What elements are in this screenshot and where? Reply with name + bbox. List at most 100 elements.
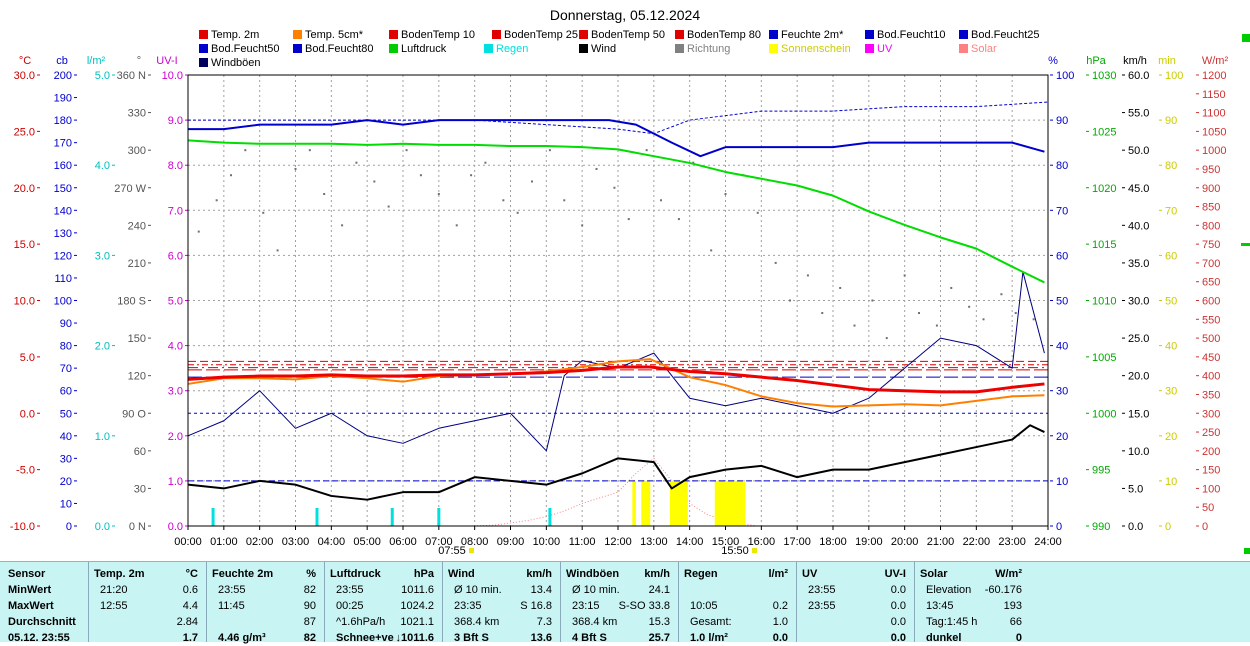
axis-tick-hum: 70 [1056,205,1068,217]
stats-cell: S-SO 33.8 [618,600,670,612]
x-tick-label: 16:00 [748,536,776,548]
legend-label: Richtung [687,43,730,55]
stats-cell: Durchschnitt [8,616,76,628]
axis-tick-uv: 1.0 [168,476,183,488]
axis-tick-sunmin: 10 [1165,476,1177,488]
axis-tick-solar: 0 [1202,521,1208,533]
axis-unit-wind: km/h [1123,55,1147,67]
x-tick-label: 18:00 [819,536,847,548]
right-edge-markers [1241,34,1250,554]
wind-direction-dot [821,312,824,315]
stats-separator [560,562,561,642]
stats-cell: Ø 10 min. [572,584,620,596]
axis-tick-wind: 50.0 [1128,145,1149,157]
rain-bar [315,508,319,526]
wind-direction-dot [373,180,376,183]
axis-tick-cb: 160 [54,160,72,172]
x-tick-label: 24:00 [1034,536,1062,548]
wind-direction-dot [563,199,566,202]
axis-tick-rain: 5.0 [95,70,110,82]
legend-label: Sonnenschein [781,43,851,55]
axis-unit-press: hPa [1086,55,1106,67]
axis-tick-dir: 360 N [117,70,146,82]
axis-tick-uv: 8.0 [168,160,183,172]
axis-tick-cb: 140 [54,205,72,217]
axis-tick-solar: 750 [1202,239,1220,251]
legend-label: Regen [496,43,528,55]
sunshine-bar [669,480,688,526]
wind-direction-dot [595,167,598,170]
rain-bar [211,508,215,526]
wind-direction-dot [405,149,408,152]
axis-tick-cb: 90 [60,318,72,330]
legend-label: Feuchte 2m* [781,29,844,41]
wind-direction-dot [677,218,680,221]
x-tick-label: 06:00 [389,536,417,548]
sunset-marker: 15:50 [721,545,757,557]
legend-label: BodenTemp 10 [401,29,475,41]
stats-cell: 0.6 [182,584,198,596]
axis-tick-solar: 1000 [1202,145,1226,157]
axis-tick-cb: 150 [54,183,72,195]
stats-cell: 13.4 [530,584,552,596]
stats-cell: km/h [644,568,670,580]
wind-direction-dot [853,324,856,327]
stats-cell: 4.46 g/m³ [218,632,266,644]
wind-direction-dot [455,224,458,227]
axis-tick-wind: 25.0 [1128,333,1149,345]
axis-tick-dir: 90 O [122,408,146,420]
axis-tick-temp: 0.0 [20,408,35,420]
axis-tick-cb: 200 [54,70,72,82]
legend-swatch [293,30,302,39]
axis-tick-dir: 270 W [114,183,146,195]
stats-cell: MaxWert [8,600,54,612]
axis-tick-dir: 120 [128,371,146,383]
legend-swatch [389,44,398,53]
axis-tick-rain: 0.0 [95,521,110,533]
axis-tick-cb: 50 [60,408,72,420]
axis-tick-wind: 45.0 [1128,183,1149,195]
stats-cell: 87 [303,616,316,628]
series-temp-2m [187,365,1045,394]
axis-tick-temp: -10.0 [10,521,35,533]
x-tick-label: 04:00 [318,536,346,548]
stats-cell: 23:55 [218,584,246,596]
wind-direction-dot [308,149,311,152]
stats-cell: UV [802,568,818,580]
axis-tick-wind: 20.0 [1128,371,1149,383]
stats-cell: 11:45 [218,600,245,612]
axis-unit-solar: W/m² [1202,55,1229,67]
series-luftdruck [187,139,1045,284]
legend-swatch [675,44,684,53]
axis-unit-temp: °C [19,55,31,67]
legend-label: Bod.Feucht25 [971,29,1040,41]
legend-label: Luftdruck [401,43,447,55]
stats-cell: Elevation [926,584,972,596]
axis-tick-wind: 0.0 [1128,521,1143,533]
stats-cell: MinWert [8,584,52,596]
stats-cell: 0.2 [772,600,788,612]
axis-tick-wind: 40.0 [1128,220,1149,232]
axis-tick-uv: 5.0 [168,296,183,308]
stats-cell: % [306,568,316,580]
stats-cell: °C [185,568,198,580]
legend-swatch [959,44,968,53]
stats-cell: 00:25 [336,600,364,612]
stats-cell: 10:05 [690,600,718,612]
legend-swatch [769,30,778,39]
stats-separator [914,562,915,642]
stats-cell: 1.0 [772,616,788,628]
axis-tick-solar: 550 [1202,314,1220,326]
axis-tick-solar: 350 [1202,389,1220,401]
axis-unit-rain: l/m² [87,55,106,67]
wind-direction-dot [871,299,874,302]
x-tick-label: 23:00 [998,536,1026,548]
stats-separator [678,562,679,642]
axis-tick-uv: 4.0 [168,341,183,353]
axis-tick-hum: 90 [1056,115,1068,127]
axis-unit-dir: ° [137,55,141,67]
stats-cell: 1024.2 [400,600,434,612]
wind-direction-dot [935,324,938,327]
axis-tick-uv: 0.0 [168,521,183,533]
wind-direction-dot [839,286,842,289]
